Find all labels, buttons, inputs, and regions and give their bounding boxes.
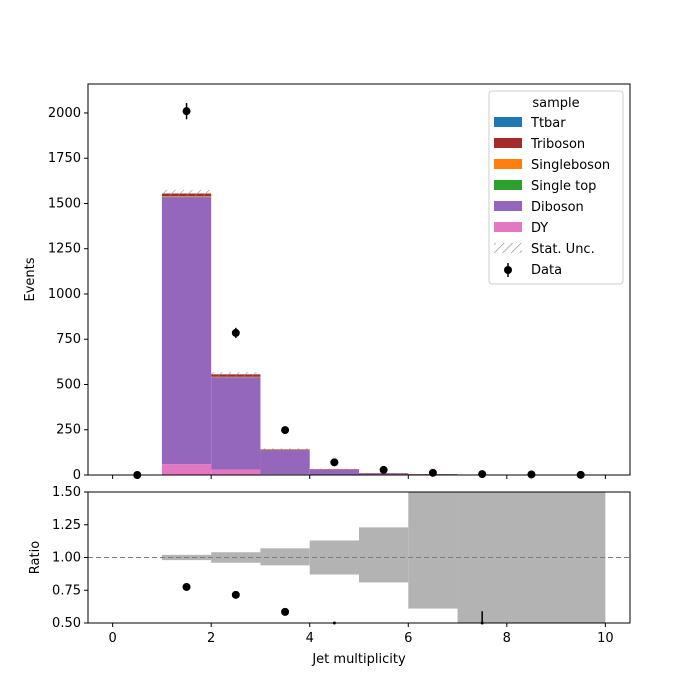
data-point-4: [330, 458, 339, 467]
data-point-1: [182, 107, 191, 116]
stat-unc-4: [309, 468, 359, 470]
ratio-ytick-label-0: 0.50: [52, 616, 81, 631]
ratio-xtick-label-4: 8: [503, 631, 511, 646]
ratio-points: [182, 582, 484, 625]
bar-diboson-1: [161, 197, 212, 465]
legend-label-dy: DY: [531, 221, 548, 236]
legend-label-data: Data: [531, 263, 562, 278]
main-ytick-label-2: 500: [56, 377, 81, 392]
ratio-xtick-label-3: 6: [404, 631, 412, 646]
legend-box: [488, 90, 624, 285]
legend-swatch-dy: [494, 222, 522, 232]
main-ylabel: Events: [23, 257, 38, 301]
bar-dy-2: [211, 469, 261, 475]
data-points: [133, 103, 585, 479]
ratio-ytick-label-3: 1.25: [52, 518, 81, 533]
legend-swatch-single-top: [494, 180, 522, 190]
stat-unc-1: [161, 189, 212, 198]
data-point-7: [478, 470, 487, 479]
legend-label-single-top: Single top: [531, 179, 596, 194]
ratio-point-1: [231, 590, 240, 599]
stat-unc-3: [260, 448, 310, 451]
bar-dy-1: [161, 464, 212, 475]
ratio-axes: 0.50 0.75 1.00 1.25 1.50 0 2 4 6 8 10 Jet multiplic…: [28, 485, 631, 667]
ratio-ytick-label-4: 1.50: [52, 485, 81, 500]
ratio-band-4: [359, 527, 409, 583]
legend-title: sample: [532, 96, 579, 111]
bar-diboson-3: [260, 450, 310, 475]
ratio-xtick-label-0: 0: [108, 631, 116, 646]
ratio-band-2: [260, 548, 310, 566]
main-ytick-label-0: 0: [73, 468, 81, 483]
main-ytick-label-7: 1750: [48, 151, 81, 166]
ratio-ylabel: Ratio: [28, 541, 43, 574]
main-stack: [161, 193, 507, 475]
legend-swatch-ttbar: [494, 117, 522, 127]
main-ytick-label-3: 750: [56, 332, 81, 347]
bar-diboson-5: [359, 473, 409, 475]
legend-swatch-triboson: [494, 138, 522, 148]
ratio-ytick-label-1: 0.75: [52, 583, 81, 598]
main-frame: [87, 83, 631, 476]
ratio-ytick-label-2: 1.00: [52, 551, 81, 566]
data-point-6: [428, 468, 437, 477]
ratio-band-5: [408, 492, 458, 609]
main-ytick-label-8: 2000: [48, 106, 81, 121]
data-point-8: [527, 470, 536, 479]
stat-unc-2: [211, 372, 261, 377]
ratio-point-0: [182, 582, 191, 591]
main-ytick-label-4: 1000: [48, 287, 81, 302]
legend-swatch-stat-unc: [494, 243, 522, 253]
legend-label-singleboson: Singleboson: [531, 158, 610, 173]
ratio-point-2: [281, 607, 290, 616]
legend-label-ttbar: Ttbar: [530, 116, 566, 131]
ratio-xlabel: Jet multiplicity: [311, 652, 406, 667]
ratio-xtick-label-2: 4: [306, 631, 314, 646]
legend-label-triboson: Triboson: [530, 137, 585, 152]
legend: sample Ttbar Triboson Singleboson Single top…: [488, 90, 624, 285]
legend-label-stat-unc: Stat. Unc.: [531, 242, 595, 257]
data-point-2: [231, 328, 240, 337]
main-ytick-label-5: 1250: [48, 242, 81, 257]
legend-swatch-diboson: [494, 201, 522, 211]
ratio-unc-band: [88, 492, 630, 623]
data-point-5: [379, 465, 388, 474]
bar-diboson-4: [309, 469, 359, 475]
legend-swatch-singleboson: [494, 159, 522, 169]
legend-label-diboson: Diboson: [531, 200, 584, 215]
data-point-3: [281, 426, 290, 435]
main-ytick-label-1: 250: [56, 423, 81, 438]
ratio-xtick-label-1: 2: [207, 631, 215, 646]
ratio-xtick-label-5: 10: [597, 631, 614, 646]
legend-swatch-data: [504, 266, 512, 274]
main-axes: 0 250 500 750 1000 1250 1500 1750 2000 Events: [23, 83, 631, 483]
ratio-band-3: [309, 540, 359, 575]
main-ytick-label-6: 1500: [48, 196, 81, 211]
bar-diboson-2: [211, 377, 261, 470]
